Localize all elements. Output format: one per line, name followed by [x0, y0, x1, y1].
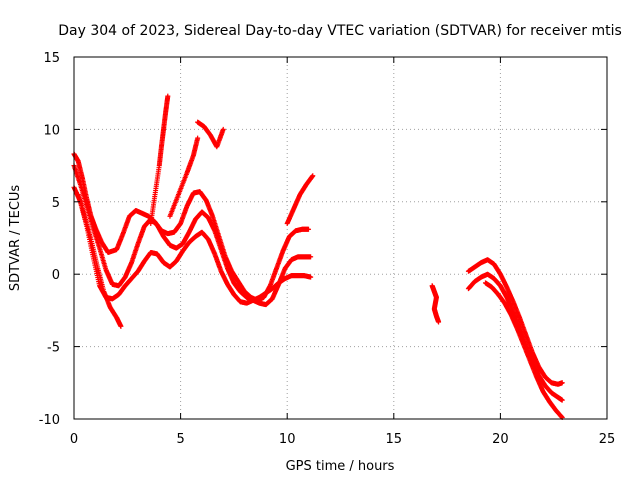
x-tick-label: 5: [176, 432, 184, 447]
data-point: [559, 397, 565, 403]
data-point: [310, 173, 316, 179]
plot-frame: [73, 56, 608, 420]
data-points: [71, 93, 565, 421]
data-point: [165, 93, 171, 99]
data-point: [118, 323, 124, 329]
y-tick-label: 5: [52, 196, 60, 211]
y-axis-label: SDTVAR / TECUs: [8, 185, 23, 292]
y-tick-label: -5: [47, 341, 60, 356]
data-point: [195, 135, 201, 141]
series-evening-c: [482, 280, 565, 421]
data-point: [308, 254, 314, 260]
data-point: [306, 226, 312, 232]
y-tick-label: -10: [39, 413, 60, 428]
data-point: [220, 126, 226, 132]
axis-ticks: 0 5 10 15 20 25 -10 -5 0 5 10 15: [39, 51, 616, 447]
series-isolated: [429, 283, 442, 325]
x-axis-label: GPS time / hours: [286, 459, 395, 474]
y-tick-label: 10: [43, 123, 60, 138]
chart-title: Day 304 of 2023, Sidereal Day-to-day VTE…: [58, 23, 622, 39]
series-track-d: [75, 192, 124, 329]
x-tick-label: 15: [386, 432, 403, 447]
series-track-b: [71, 163, 314, 308]
x-tick-label: 10: [279, 432, 296, 447]
series-late-1: [284, 173, 316, 227]
x-tick-label: 0: [70, 432, 78, 447]
series-rise-2: [195, 119, 226, 150]
x-tick-label: 25: [599, 432, 616, 447]
series-evening-a: [465, 257, 565, 387]
series-rise-3: [167, 135, 201, 219]
data-point: [308, 274, 314, 280]
y-tick-label: 15: [43, 51, 60, 66]
data-point: [559, 380, 565, 386]
data-point: [436, 319, 442, 325]
x-tick-label: 20: [492, 432, 509, 447]
series-rise-1: [148, 93, 171, 227]
y-tick-label: 0: [52, 268, 60, 283]
